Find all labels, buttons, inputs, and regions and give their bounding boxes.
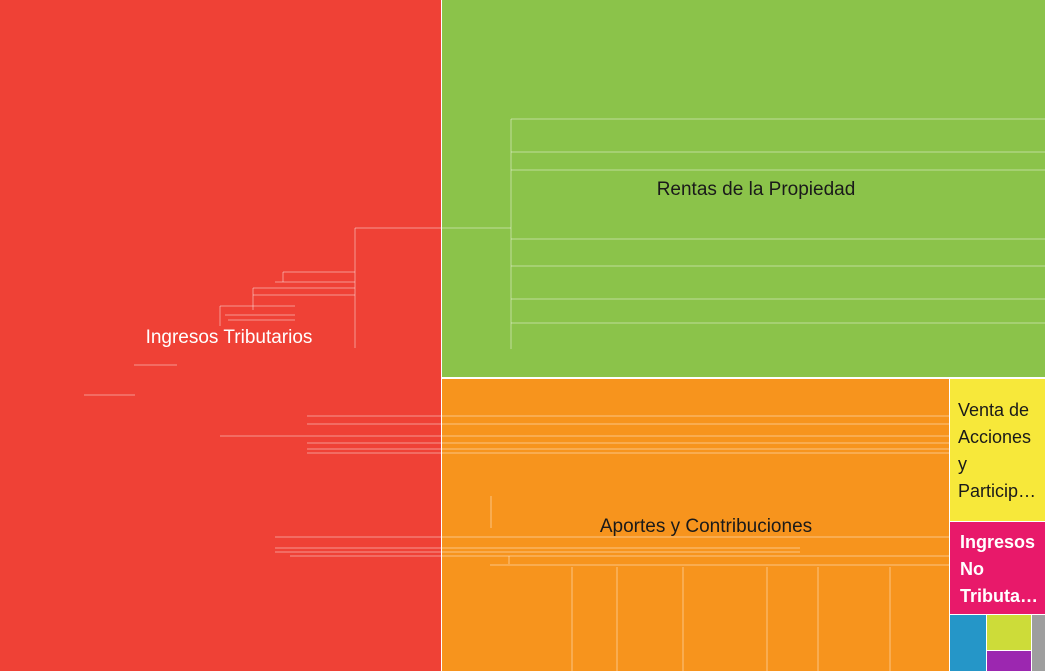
- treemap-label: Aportes y Contribuciones: [600, 516, 812, 537]
- treemap-cell: [1032, 615, 1045, 671]
- treemap-cell: [987, 615, 1031, 650]
- treemap-cell: [950, 522, 1045, 614]
- treemap-cell: [950, 379, 1045, 521]
- treemap-cell: [0, 0, 441, 671]
- treemap-cell: [950, 615, 986, 671]
- treemap-label: Rentas de la Propiedad: [657, 179, 856, 200]
- treemap-label: Venta de Acciones y Particip…: [958, 400, 1036, 501]
- treemap-cell: [442, 0, 1045, 377]
- treemap-label: Ingresos Tributarios: [146, 327, 313, 348]
- treemap-cell: [987, 651, 1031, 671]
- treemap-label: Ingresos No Tributa…: [960, 532, 1038, 606]
- treemap-cell: [442, 379, 949, 671]
